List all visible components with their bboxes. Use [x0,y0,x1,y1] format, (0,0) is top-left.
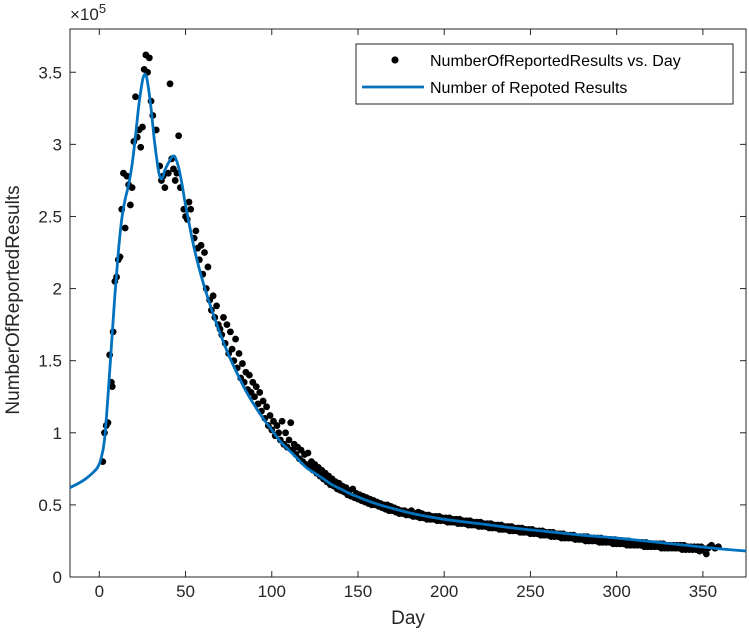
scatter-point-85 [252,383,260,391]
legend-box [355,43,734,105]
scatter-point-35 [161,184,169,192]
x-tick-label-0: 0 [95,582,104,601]
scatter-point-14 [121,224,129,232]
y-tick-label-3: 1.5 [38,352,62,371]
scatter-point-68 [223,321,231,329]
y-exponent-power: 5 [99,1,106,16]
scatter-point-70 [226,328,234,336]
scatter-point-89 [259,397,267,405]
scatter-point-84 [251,393,258,401]
y-exponent-base: ×10 [70,5,99,24]
scatter-point-98 [275,429,283,437]
scatter-point-104 [285,436,293,444]
scatter-point-57 [204,263,212,271]
scatter-point-100 [278,417,286,425]
scatter-point-87 [256,389,264,396]
scatter-point-105 [287,419,295,427]
scatter-point-115 [304,449,312,457]
scatter-point-53 [197,241,205,249]
y-tick-label-1: 0.5 [38,496,62,515]
scatter-point-62 [213,302,220,310]
scatter-point-48 [187,205,195,213]
scatter-point-97 [273,422,281,429]
legend-label-line: Number of Repoted Results [430,80,627,97]
scatter-point-24 [139,123,146,131]
x-tick-label-7: 350 [689,582,717,601]
scatter-point-60 [209,292,217,300]
legend: NumberOfReportedResults vs. Day Number o… [355,43,734,105]
y-axis-label: NumberOfReportedResults [3,185,24,414]
x-tick-label-1: 50 [176,582,195,601]
scatter-point-47 [185,198,193,206]
scatter-point-71 [228,345,236,353]
legend-marker-scatter [391,56,399,64]
scatter-point-18 [128,184,136,192]
scatter-point-66 [220,314,227,321]
x-tick-label-4: 200 [430,582,458,601]
y-tick-label-0: 0 [53,568,62,587]
scatter-point-77 [239,360,246,367]
scatter-point-23 [137,143,145,151]
scatter-point-28 [145,54,153,62]
scatter-point-6 [108,383,116,391]
scatter-point-73 [232,335,239,343]
scatter-point-81 [245,371,253,379]
x-tick-label-5: 250 [516,582,544,601]
y-axis-exponent-label: ×105 [70,1,106,24]
fit-line-series [70,72,746,553]
scatter-point-36 [164,169,172,177]
y-tick-label-7: 3.5 [38,63,62,82]
x-axis-ticks: 0 50 100 150 200 250 300 350 [95,29,717,601]
x-tick-label-3: 150 [344,582,372,601]
y-tick-label-4: 2 [53,280,62,299]
data-region [70,51,746,558]
scatter-point-40 [171,177,179,184]
axes-box [69,28,747,578]
x-tick-label-2: 100 [258,582,286,601]
scatter-point-17 [126,201,134,209]
scatter-point-93 [266,412,274,419]
x-axis-label: Day [391,608,425,629]
scatter-point-91 [263,403,270,411]
scatter-point-75 [235,350,243,357]
x-tick-label-6: 300 [602,582,630,601]
scatter-point-346 [702,550,710,558]
legend-label-scatter: NumberOfReportedResults vs. Day [430,53,681,70]
scatter-point-20 [132,93,139,101]
scatter-point-102 [282,429,289,437]
scatter-point-42 [175,132,183,140]
y-tick-label-5: 2.5 [38,207,62,226]
y-tick-label-2: 1 [53,424,62,443]
scatter-point-50 [192,227,200,235]
scatter-point-37 [166,80,174,88]
y-tick-label-6: 3 [53,135,62,154]
scatter-point-55 [201,249,208,256]
y-axis-ticks: 0 0.5 1 1.5 2 2.5 3 3.5 [38,63,746,587]
plot-area: 0 50 100 150 200 250 300 350 0 0.5 1 1.5 2 2.5 3 3.5 [38,28,747,601]
